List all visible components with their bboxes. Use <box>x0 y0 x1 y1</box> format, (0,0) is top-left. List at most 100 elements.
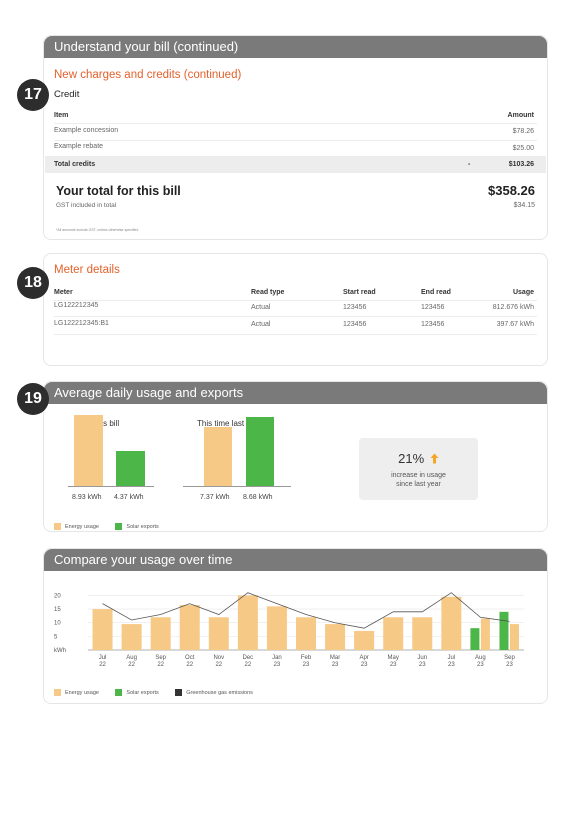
x-tick-year: 23 <box>506 662 513 668</box>
x-tick-month: Jun <box>417 655 427 661</box>
x-tick-month: May <box>388 655 399 661</box>
last-year-export-bar <box>246 416 274 486</box>
compare-legend: Energy usage Solar exports Greenhouse ga… <box>54 681 265 699</box>
x-tick-year: 22 <box>215 662 222 668</box>
baseline <box>183 486 291 487</box>
gst-amount: $34.15 <box>513 202 535 209</box>
bill-total-label: Your total for this bill <box>56 184 181 198</box>
legend-energy-usage: Energy usage <box>54 523 99 531</box>
divider <box>54 300 537 301</box>
bill-summary-header: Understand your bill (continued) <box>44 36 547 58</box>
legend-emissions: Greenhouse gas emissions <box>175 689 253 697</box>
x-tick-month: Jan <box>272 655 282 661</box>
end-read: 123456 <box>421 321 445 328</box>
credit-item-name: Example rebate <box>54 143 104 150</box>
energy-usage-bar <box>412 617 433 650</box>
usage-over-time-chart: 5101520kWhJul22Aug22Sep22Oct22Nov22Dec22… <box>54 592 524 668</box>
credit-item-amount: $78.26 <box>512 128 534 135</box>
x-tick-year: 22 <box>128 662 135 668</box>
x-tick-month: Mar <box>330 655 340 661</box>
legend-emissions-label: Greenhouse gas emissions <box>186 690 253 696</box>
energy-usage-bar <box>296 617 316 650</box>
start-read-column-header: Start read <box>343 289 376 296</box>
meter-id: LG122212345 <box>54 302 99 309</box>
footnote: *All amounts include GST, unless otherwi… <box>56 228 139 232</box>
x-tick-year: 23 <box>361 662 368 668</box>
last-year-label: This time last year <box>197 419 262 428</box>
solar-exports-swatch <box>115 523 123 531</box>
x-tick-year: 22 <box>157 662 164 668</box>
new-charges-title: New charges and credits (continued) <box>54 69 242 81</box>
item-column-header: Item <box>54 112 69 119</box>
usage-change-line1: increase in usage <box>391 472 446 479</box>
credit-label: Credit <box>54 89 80 100</box>
credit-item-name: Example concession <box>54 127 119 134</box>
energy-usage-bar <box>150 617 171 650</box>
meter-usage: 812.676 kWh <box>492 304 534 311</box>
energy-usage-bar <box>325 624 346 650</box>
average-usage-legend: Energy usage Solar exports <box>54 515 171 533</box>
bill-summary-card: Understand your bill (continued) New cha… <box>43 35 548 240</box>
average-usage-card: Average daily usage and exports This bil… <box>43 381 548 532</box>
start-read: 123456 <box>343 321 367 328</box>
solar-export-bar <box>499 611 509 650</box>
y-tick-label: 20 <box>54 593 61 599</box>
energy-usage-bar <box>237 595 258 650</box>
divider <box>54 316 537 317</box>
y-tick-label: 15 <box>54 607 61 613</box>
this-bill-label: This bill <box>92 419 120 428</box>
x-tick-year: 23 <box>274 662 281 668</box>
legend-solar-exports-label: Solar exports <box>126 524 159 530</box>
total-credits-sign: - <box>468 161 471 168</box>
divider <box>54 123 537 124</box>
x-tick-month: Sep <box>504 655 515 661</box>
compare-usage-card: Compare your usage over time 5 10 15 20 kWh J… <box>43 548 548 704</box>
x-tick-year: 22 <box>99 662 106 668</box>
this-bill-usage-value: 8.93 kWh <box>72 494 102 501</box>
y-tick-label: 5 <box>54 634 58 640</box>
x-tick-month: Jul <box>447 655 455 661</box>
divider <box>54 334 537 335</box>
x-tick-month: Jul <box>99 655 107 661</box>
section-17-badge: 17 <box>17 79 49 111</box>
usage-change-percent: 21% <box>398 451 425 466</box>
x-tick-year: 22 <box>186 662 193 668</box>
meter-id: LG122212345:B1 <box>54 320 109 327</box>
baseline <box>68 486 154 487</box>
emissions-swatch <box>175 689 183 697</box>
energy-usage-bar <box>92 609 113 650</box>
read-type: Actual <box>251 321 271 328</box>
legend-energy-usage: Energy usage <box>54 689 99 697</box>
credit-item-amount: $25.00 <box>512 145 534 152</box>
amount-column-header: Amount <box>507 112 534 119</box>
legend-solar-exports: Solar exports <box>115 523 159 531</box>
divider <box>54 140 537 141</box>
y-axis-label: kWh <box>54 648 66 654</box>
energy-usage-bar <box>179 605 200 650</box>
gst-label: GST included in total <box>56 202 117 209</box>
energy-usage-swatch <box>54 689 61 697</box>
x-tick-year: 23 <box>303 662 310 668</box>
total-credits-row <box>45 156 546 173</box>
meter-column-header: Meter <box>54 289 73 296</box>
x-tick-month: Feb <box>301 655 312 661</box>
x-tick-month: Aug <box>126 655 137 661</box>
x-tick-year: 23 <box>448 662 455 668</box>
bill-total-amount: $358.26 <box>488 183 535 198</box>
energy-usage-bar <box>441 596 462 650</box>
this-bill-export-bar <box>116 451 145 486</box>
usage-change-line2: since last year <box>396 481 441 488</box>
solar-exports-swatch <box>115 689 123 697</box>
legend-solar-exports: Solar exports <box>115 689 159 697</box>
x-tick-year: 23 <box>419 662 426 668</box>
total-credits-label: Total credits <box>54 161 96 168</box>
energy-usage-bar <box>509 624 519 650</box>
energy-usage-bar <box>208 617 229 650</box>
section-18-badge: 18 <box>17 267 49 299</box>
read-type-column-header: Read type <box>251 289 285 296</box>
this-bill-export-value: 4.37 kWh <box>114 494 144 501</box>
arrow-up-icon <box>430 453 439 464</box>
start-read: 123456 <box>343 304 367 311</box>
x-tick-year: 23 <box>477 662 484 668</box>
this-bill-usage-bar <box>74 414 103 486</box>
